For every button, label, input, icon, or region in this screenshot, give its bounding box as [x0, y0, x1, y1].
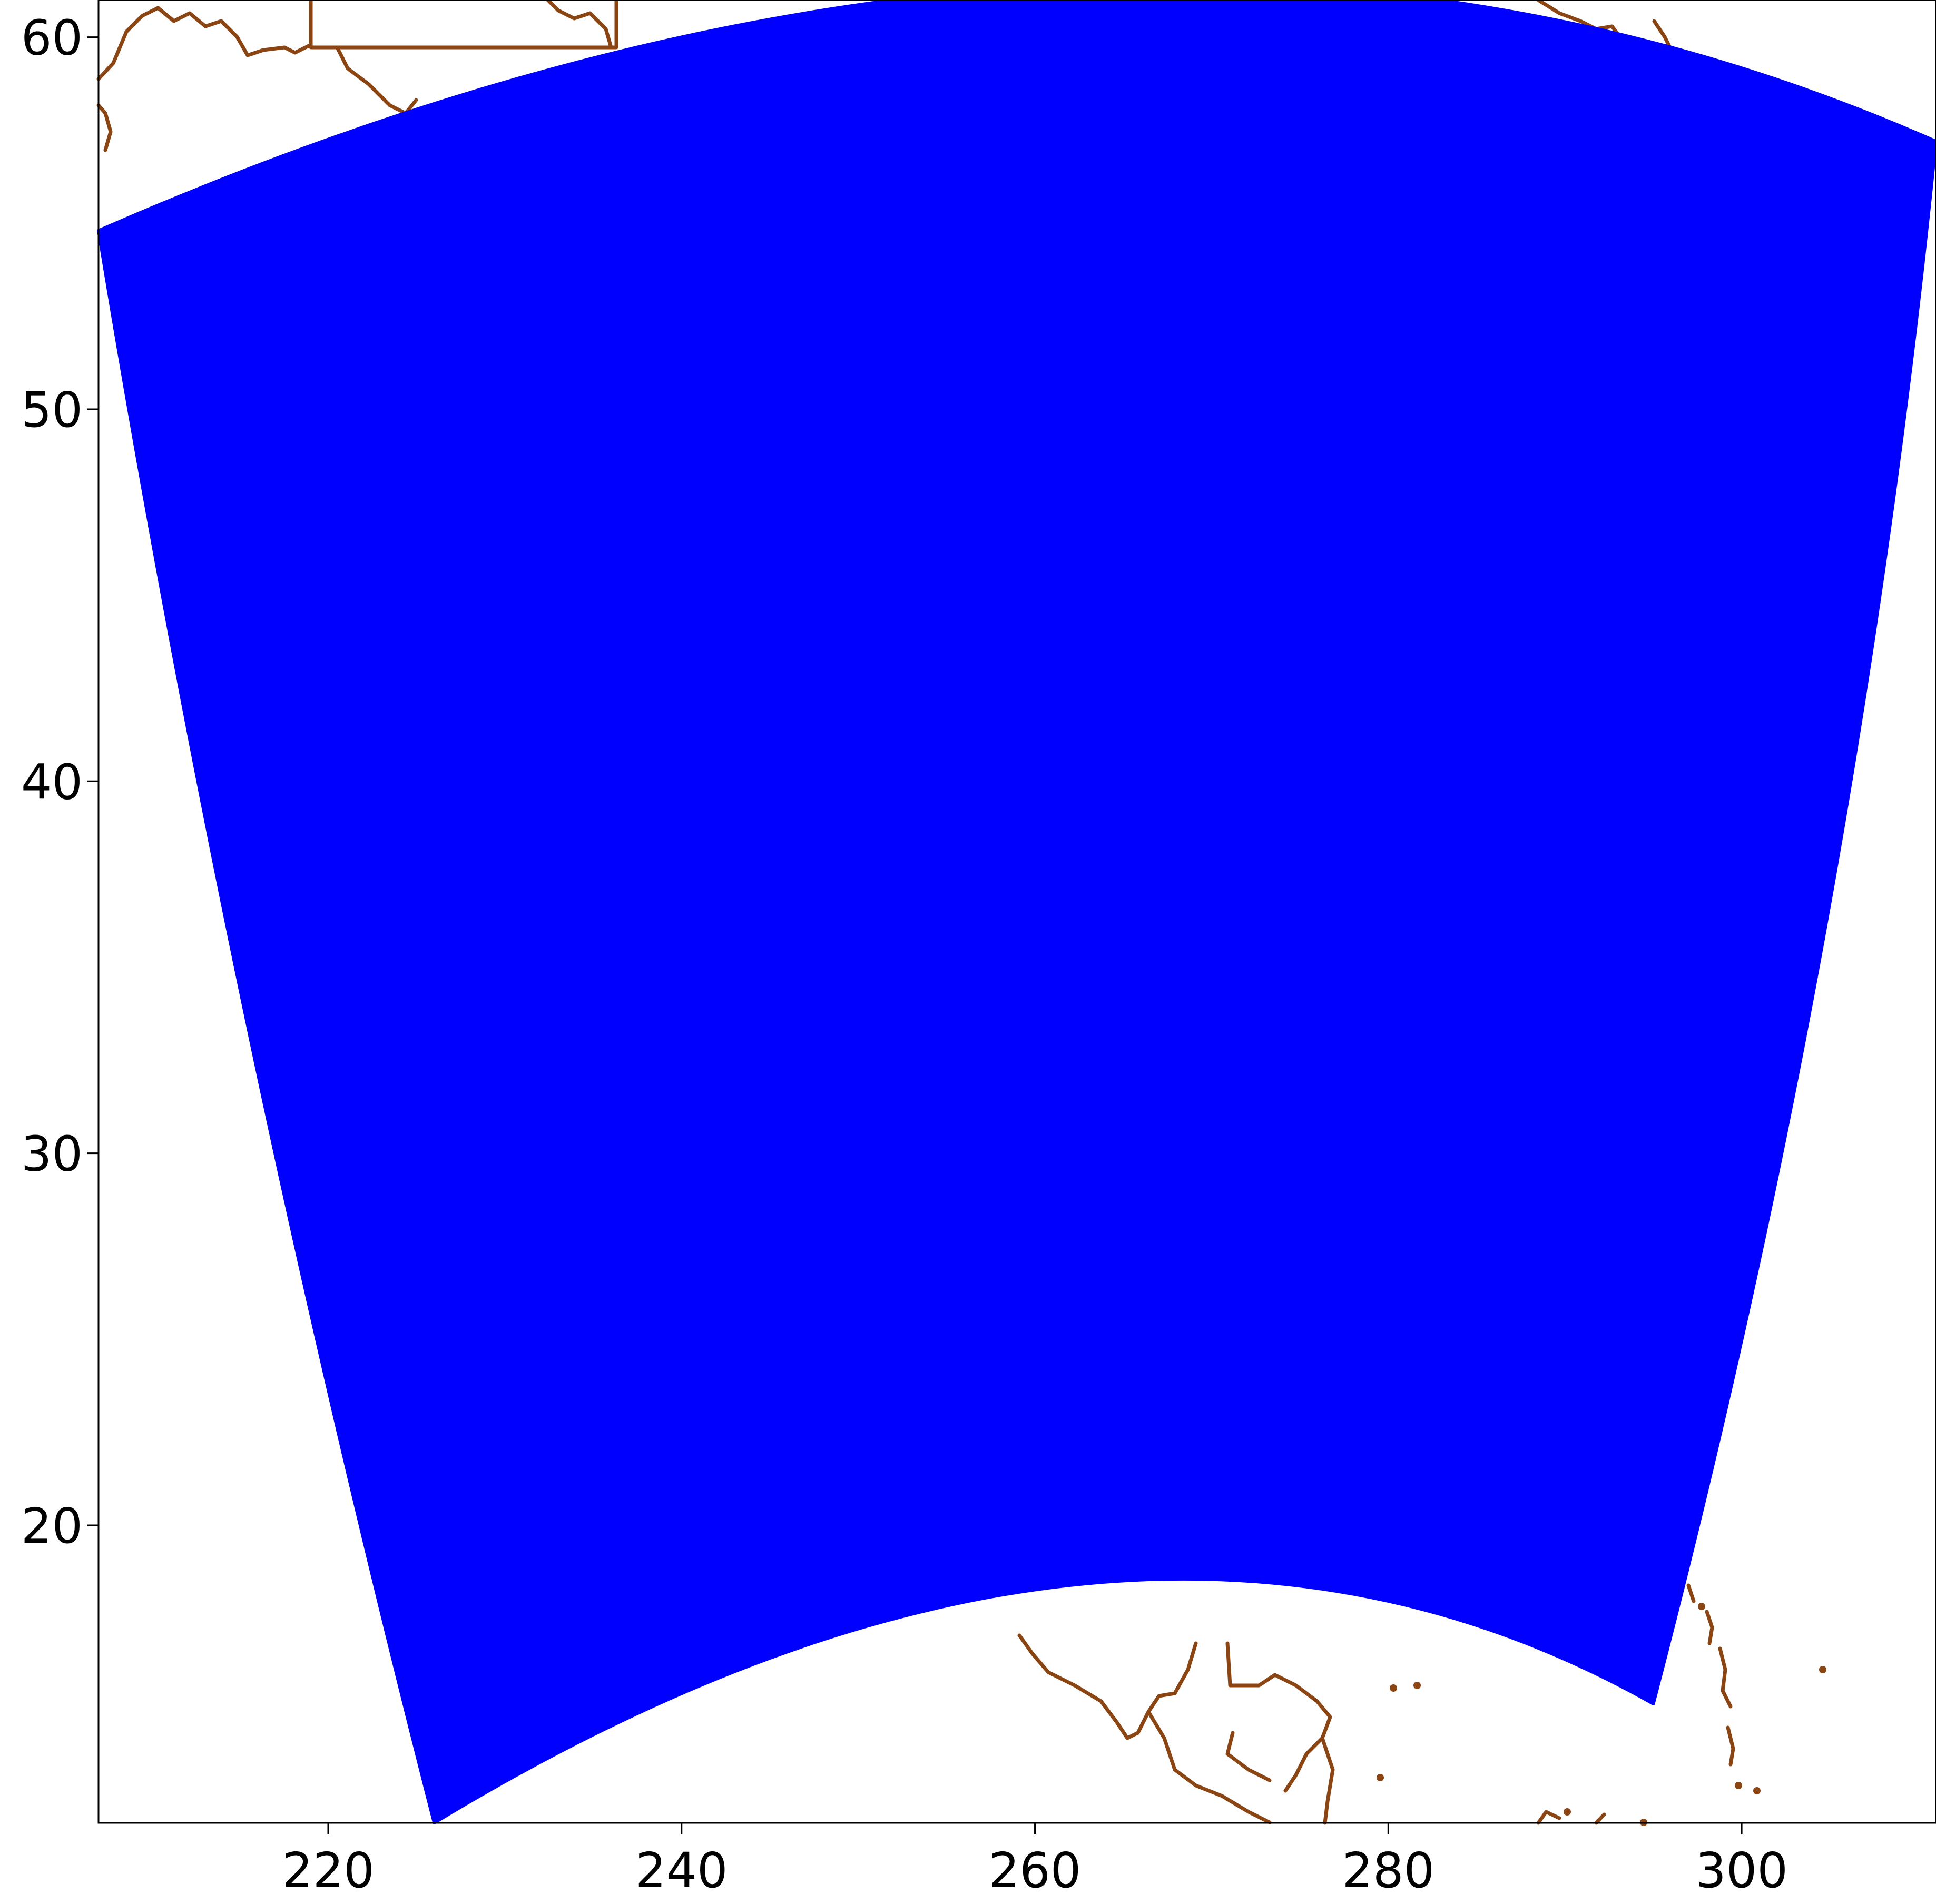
x-tick-label: 300 — [1695, 1842, 1788, 1899]
y-axis: 20 30 40 50 60 — [21, 10, 99, 1554]
island-dot — [1698, 1603, 1705, 1610]
coastline-segment — [1718, 1646, 1733, 1709]
model-domain-footprint — [97, 0, 1936, 1824]
coastline-segment — [1146, 1710, 1272, 1824]
coastline-segment — [1726, 1725, 1735, 1767]
island-dot — [1413, 1682, 1421, 1689]
x-tick-label: 280 — [1342, 1842, 1435, 1899]
coastline-segment — [1686, 1583, 1696, 1603]
plot-frame — [97, 0, 1936, 1824]
y-tick-label: 50 — [21, 382, 83, 438]
y-tick-label: 30 — [21, 1126, 83, 1182]
island-dot — [1377, 1774, 1384, 1781]
coastline-segment — [546, 0, 613, 50]
coastline-segment — [1225, 1641, 1332, 1793]
island-dot — [1564, 1808, 1571, 1816]
coastline-segment — [1536, 1810, 1561, 1825]
island-dot — [1735, 1782, 1742, 1789]
coastline-segment — [1594, 1812, 1606, 1825]
coastline-segment — [1536, 0, 1630, 50]
y-tick-label: 20 — [21, 1498, 83, 1554]
x-tick-label: 240 — [635, 1842, 728, 1899]
coastline-segment — [309, 0, 618, 50]
x-tick-label: 260 — [989, 1842, 1082, 1899]
x-tick-label: 220 — [282, 1842, 375, 1899]
x-axis: 220 240 260 280 300 — [282, 1823, 1788, 1899]
coastline-segment — [96, 6, 313, 81]
coastline-segment — [1705, 1610, 1714, 1645]
island-dot — [1819, 1666, 1826, 1673]
coastline-segment — [1320, 1736, 1335, 1825]
island-dot — [1753, 1787, 1761, 1794]
coastline-segment — [1225, 1731, 1272, 1782]
y-tick-label: 40 — [21, 754, 83, 810]
coastline-segment — [1173, 1641, 1198, 1695]
y-tick-label: 60 — [21, 10, 83, 66]
island-dot — [1390, 1684, 1397, 1692]
coastline-segment — [1017, 1633, 1177, 1740]
coastline-segment — [96, 103, 113, 152]
